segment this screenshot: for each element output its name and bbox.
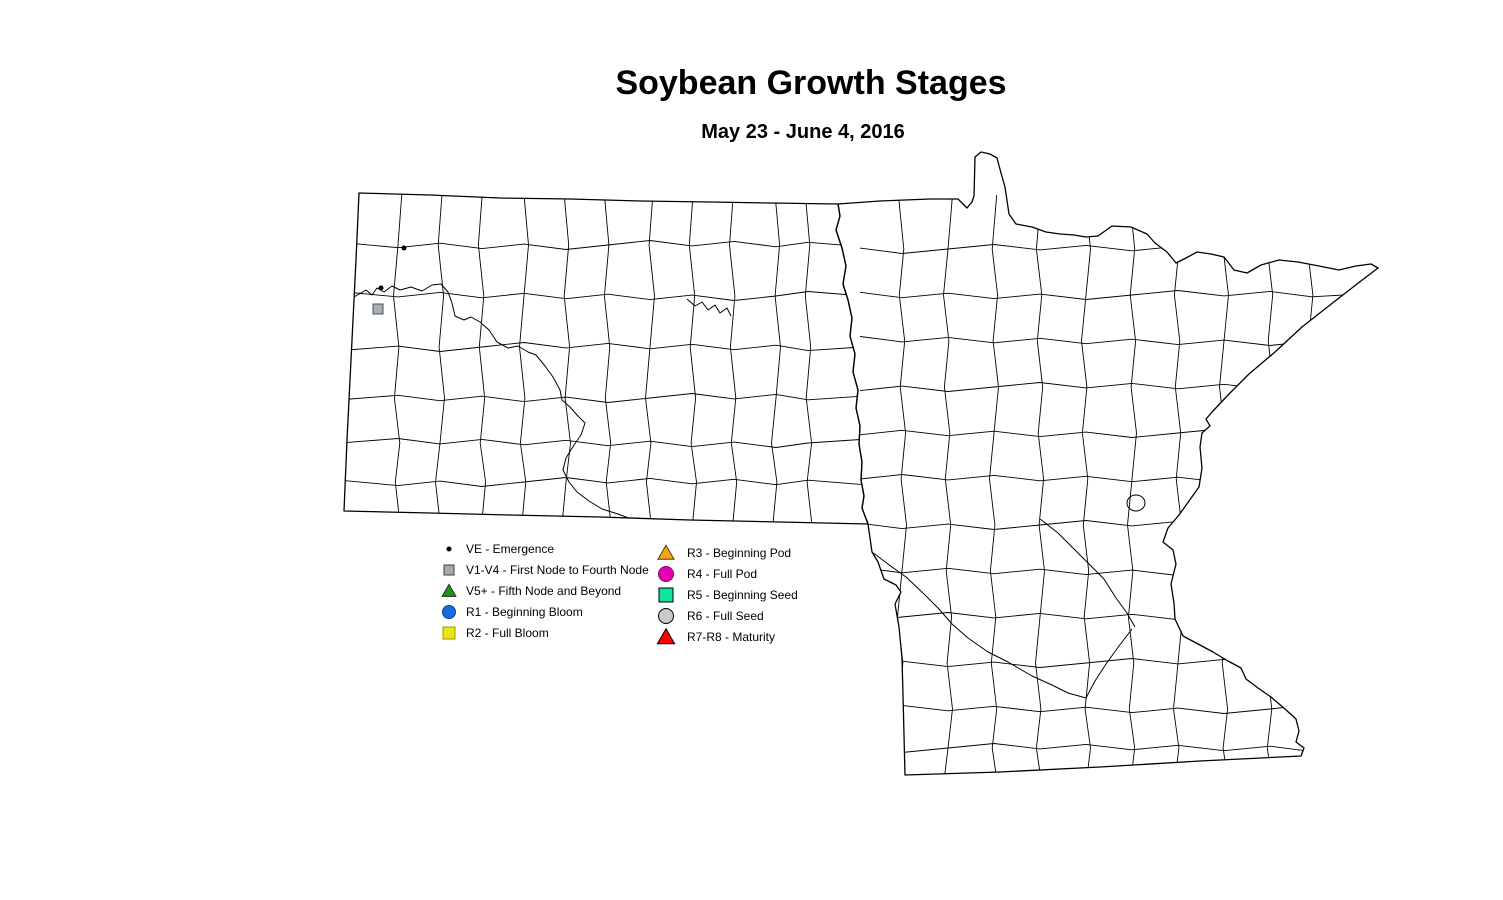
- legend-item-r2: R2 - Full Bloom: [436, 622, 649, 643]
- r4-circle-icon: [653, 565, 679, 583]
- missouri-river: [353, 283, 635, 521]
- r5-square-icon: [653, 586, 679, 604]
- legend-item-r3: R3 - Beginning Pod: [653, 542, 798, 563]
- legend-label-r3: R3 - Beginning Pod: [687, 545, 792, 560]
- minnesota-county-lines: [859, 194, 1378, 775]
- legend-item-r1: R1 - Beginning Bloom: [436, 601, 649, 622]
- page-title: Soybean Growth Stages: [615, 64, 1007, 102]
- county-line: [859, 290, 1378, 300]
- county-line: [344, 240, 868, 250]
- county-line: [561, 193, 571, 524]
- r3-triangle-icon: [653, 543, 679, 562]
- r1-circle-icon: [436, 603, 462, 621]
- map-marker-ve: [401, 245, 407, 251]
- minnesota-outline: [835, 151, 1379, 776]
- legend-item-v1-v4: V1-V4 - First Node to Fourth Node: [436, 559, 649, 580]
- county-line: [393, 193, 403, 524]
- county-line: [859, 612, 1378, 622]
- county-line: [603, 193, 613, 524]
- county-line: [859, 704, 1378, 714]
- legend-label-r7-r8: R7-R8 - Maturity: [687, 629, 776, 644]
- county-line: [344, 393, 868, 403]
- county-line: [645, 193, 655, 524]
- county-line: [859, 382, 1378, 392]
- county-line: [989, 194, 999, 775]
- county-line: [943, 194, 953, 775]
- map-markers: [372, 245, 407, 315]
- county-line: [897, 194, 907, 775]
- county-line: [435, 193, 445, 524]
- legend-column-right: R3 - Beginning Pod R4 - Full Pod R5 - Be…: [653, 542, 798, 647]
- r2-square-icon: [436, 624, 462, 642]
- county-line: [1307, 194, 1317, 775]
- county-line: [344, 342, 868, 352]
- county-line: [1081, 194, 1091, 775]
- county-line: [1035, 194, 1045, 775]
- map-marker-ve: [378, 285, 384, 291]
- north-dakota-county-lines: [344, 193, 868, 524]
- r6-circle-icon: [653, 607, 679, 625]
- legend-label-r1: R1 - Beginning Bloom: [466, 604, 583, 619]
- mille-lacs-lake: [1126, 494, 1146, 512]
- legend-item-r7-r8: R7-R8 - Maturity: [653, 626, 798, 647]
- minnesota-river: [871, 551, 1133, 699]
- legend-item-r5: R5 - Beginning Seed: [653, 584, 798, 605]
- north-dakota-outline: [343, 192, 869, 525]
- county-line: [803, 193, 813, 524]
- county-line: [859, 520, 1378, 530]
- county-line: [1127, 194, 1137, 775]
- v5plus-triangle-icon: [436, 582, 462, 600]
- county-line: [1173, 194, 1183, 775]
- legend-label-ve: VE - Emergence: [466, 541, 555, 556]
- mississippi-river: [1039, 518, 1136, 628]
- v1-v4-square-icon: [436, 561, 462, 579]
- r7-r8-triangle-icon: [653, 627, 679, 646]
- legend-label-r5: R5 - Beginning Seed: [687, 587, 798, 602]
- legend-label-v1-v4: V1-V4 - First Node to Fourth Node: [466, 562, 649, 577]
- legend-column-left: VE - Emergence V1-V4 - First Node to Fou…: [436, 538, 649, 643]
- map-marker-v1-v4: [372, 303, 384, 315]
- devils-lake: [686, 298, 732, 317]
- ve-dot-icon: [436, 540, 462, 558]
- county-line: [344, 291, 868, 301]
- county-line: [859, 566, 1378, 576]
- legend-label-v5plus: V5+ - Fifth Node and Beyond: [466, 583, 622, 598]
- legend-item-r4: R4 - Full Pod: [653, 563, 798, 584]
- north-dakota-rivers: [353, 283, 732, 521]
- county-line: [859, 428, 1378, 438]
- county-line: [729, 193, 738, 524]
- county-line: [344, 477, 868, 487]
- county-line: [1219, 194, 1229, 775]
- legend-item-ve: VE - Emergence: [436, 538, 649, 559]
- county-line: [344, 438, 868, 448]
- county-line: [859, 474, 1378, 484]
- county-line: [859, 336, 1378, 346]
- county-line: [688, 193, 697, 524]
- legend-item-r6: R6 - Full Seed: [653, 605, 798, 626]
- county-line: [477, 193, 487, 524]
- legend-label-r2: R2 - Full Bloom: [466, 625, 549, 640]
- minnesota-rivers: [871, 494, 1146, 699]
- legend-label-r6: R6 - Full Seed: [687, 608, 764, 623]
- county-line: [859, 658, 1378, 668]
- county-line: [859, 244, 1378, 254]
- legend-item-v5plus: V5+ - Fifth Node and Beyond: [436, 580, 649, 601]
- legend-label-r4: R4 - Full Pod: [687, 566, 758, 581]
- page-subtitle: May 23 - June 4, 2016: [701, 121, 905, 143]
- county-line: [859, 743, 1378, 753]
- county-line: [771, 193, 781, 524]
- county-line: [519, 193, 529, 524]
